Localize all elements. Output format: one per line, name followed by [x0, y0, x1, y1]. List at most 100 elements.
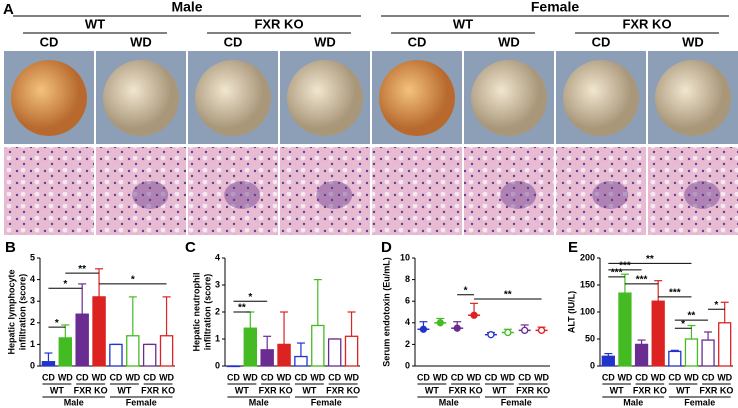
bar [684, 338, 699, 367]
sex-label: Male [249, 397, 269, 407]
inflammation-focus [132, 181, 169, 209]
panel-label: B [5, 239, 16, 256]
genotype-label: WT [302, 385, 316, 395]
bar [294, 355, 308, 367]
y-tick-label: 2 [405, 339, 410, 349]
bar [651, 300, 665, 367]
diet-label: CD [592, 34, 611, 49]
x-tick-label: CD [143, 372, 156, 382]
y-tick-label: 0 [590, 360, 595, 370]
bar [311, 324, 325, 367]
x-tick-label: CD [261, 372, 274, 382]
genotype-label: FXR KO [141, 385, 175, 395]
x-tick-label: CD [227, 372, 240, 382]
x-tick-label: WD [617, 372, 632, 382]
y-tick-label: 0 [215, 360, 220, 370]
y-tick-label: 2 [30, 317, 35, 327]
panel-label: C [185, 239, 196, 256]
significance-label: * [63, 279, 67, 290]
liver-photo [11, 60, 87, 136]
y-tick-label: 3 [215, 279, 220, 289]
bar [277, 343, 291, 367]
y-tick-label: 2 [215, 306, 220, 316]
significance-label: *** [611, 268, 623, 279]
x-tick-label: CD [109, 372, 122, 382]
dot [504, 328, 512, 337]
x-tick-label: WD [534, 372, 549, 382]
genotype-label: FXR KO [449, 385, 483, 395]
x-tick-label: WD [58, 372, 73, 382]
y-tick-label: 0 [30, 360, 35, 370]
x-tick-label: CD [635, 372, 648, 382]
x-tick-label: WD [243, 372, 258, 382]
histology-photo [372, 147, 462, 235]
dot [453, 324, 461, 332]
y-axis-label: Hepatic lymphocyte [6, 269, 16, 354]
significance-label: * [248, 292, 252, 303]
y-tick-label: 4 [30, 274, 35, 284]
inflammation-focus [684, 181, 721, 209]
y-tick-label: 1 [30, 339, 35, 349]
liver-photo [655, 60, 731, 136]
liver-photo [471, 60, 547, 136]
y-axis-label: Hepatic neutrophil [191, 272, 201, 351]
x-tick-label: WD [92, 372, 107, 382]
sex-label: Male [171, 0, 202, 15]
bar [75, 313, 89, 367]
x-tick-label: CD [702, 372, 715, 382]
y-tick-label: 100 [580, 306, 595, 316]
x-tick-label: CD [42, 372, 55, 382]
significance-label: *** [636, 275, 648, 286]
bar [109, 343, 123, 367]
genotype-label: FXR KO [633, 385, 667, 395]
x-tick-label: CD [668, 372, 681, 382]
y-tick-label: 200 [580, 252, 595, 262]
y-axis-label: Serum endotoxin (Eu/mL) [381, 257, 391, 367]
bar [668, 350, 682, 367]
genotype-label: WT [676, 385, 690, 395]
significance-label: * [714, 300, 718, 311]
bar [243, 327, 258, 367]
histology-photo [96, 147, 186, 235]
sex-label: Female [531, 0, 579, 15]
sex-label: Female [311, 397, 342, 407]
y-tick-label: 8 [405, 274, 410, 284]
dot [436, 319, 444, 327]
histology-photo [464, 147, 554, 235]
liver-photo [103, 60, 179, 136]
x-tick-label: CD [328, 372, 341, 382]
x-tick-label: CD [518, 372, 531, 382]
histology-photo [188, 147, 278, 235]
bar [701, 339, 715, 367]
genotype-label: FXR KO [74, 385, 108, 395]
diet-label: CD [408, 34, 427, 49]
liver-photo [379, 60, 455, 136]
significance-label: ** [688, 311, 696, 322]
genotype-label: WT [492, 385, 506, 395]
significance-label: ** [646, 254, 654, 265]
x-tick-label: CD [484, 372, 497, 382]
genotype-label: FXR KO [622, 16, 671, 31]
dot [487, 331, 495, 339]
x-tick-label: WD [651, 372, 666, 382]
bar [226, 365, 241, 368]
dot [521, 326, 529, 335]
x-tick-label: WD [717, 372, 732, 382]
x-tick-label: CD [417, 372, 430, 382]
genotype-label: WT [85, 16, 105, 31]
liver-photo [195, 60, 271, 136]
y-tick-label: 0 [405, 360, 410, 370]
dot [419, 325, 428, 333]
significance-label: *** [619, 261, 631, 272]
y-tick-label: 150 [580, 279, 595, 289]
sex-label: Male [439, 397, 459, 407]
significance-label: * [464, 285, 468, 296]
x-tick-label: CD [294, 372, 307, 382]
panel-label: A [3, 1, 14, 18]
y-tick-label: 4 [215, 252, 220, 262]
x-tick-label: WD [125, 372, 140, 382]
y-axis-label: ALT (IU/L) [566, 291, 576, 333]
liver-photo [563, 60, 639, 136]
diet-label: CD [40, 34, 59, 49]
significance-label: ** [238, 303, 246, 314]
